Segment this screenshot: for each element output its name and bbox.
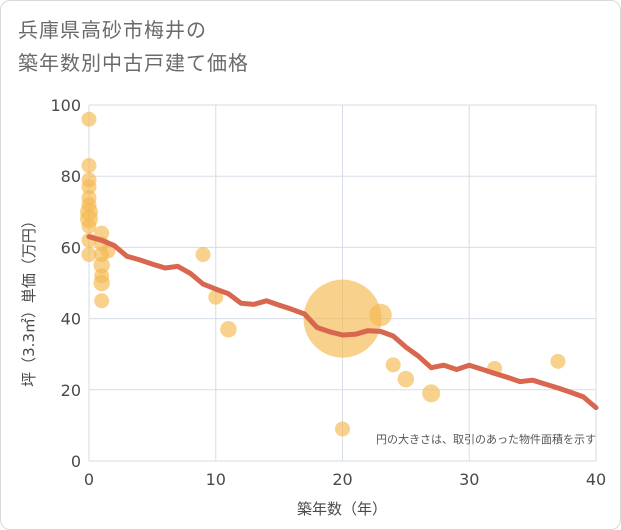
chart-title-line-1: 兵庫県高砂市梅井の (18, 18, 207, 42)
y-tick-label: 80 (61, 167, 81, 186)
x-tick-label: 10 (206, 470, 226, 489)
size-note: 円の大きさは、取引のあった物件面積を示す (376, 432, 596, 446)
trend-line (86, 234, 599, 411)
data-point (81, 179, 97, 195)
y-tick-label: 0 (71, 452, 81, 471)
x-tick-label: 40 (586, 470, 606, 489)
data-point (93, 274, 110, 292)
x-tick-label: 0 (84, 470, 94, 489)
data-point (369, 303, 392, 327)
y-axis-label: 坪（3.3㎡）単価（万円） (20, 213, 38, 387)
chart-title: 兵庫県高砂市梅井の 築年数別中古戸建て価格 (18, 14, 249, 80)
data-point (422, 384, 441, 403)
data-point (81, 111, 97, 127)
y-tick-label: 60 (61, 238, 81, 257)
y-tick-label: 20 (61, 381, 81, 400)
data-point (94, 293, 110, 309)
y-tick-label: 40 (61, 310, 81, 329)
data-point (220, 321, 237, 338)
data-point (335, 421, 350, 437)
x-axis-label: 築年数（年） (297, 500, 387, 518)
y-tick-label: 100 (50, 96, 81, 115)
data-point (550, 353, 566, 369)
data-point (385, 357, 401, 373)
data-point (81, 158, 97, 174)
data-point (303, 279, 382, 358)
data-point (208, 289, 224, 305)
chart-title-line-2: 築年数別中古戸建て価格 (18, 51, 249, 75)
x-tick-label: 30 (459, 470, 479, 489)
data-point (81, 247, 97, 263)
data-point (81, 218, 97, 234)
data-point (195, 247, 211, 263)
bubble-series (80, 111, 566, 437)
x-tick-label: 20 (332, 470, 352, 489)
data-point (397, 370, 415, 388)
data-point (93, 256, 110, 274)
tick-labels: 0 10 20 30 40 0 20 40 60 80 100 (50, 96, 606, 489)
